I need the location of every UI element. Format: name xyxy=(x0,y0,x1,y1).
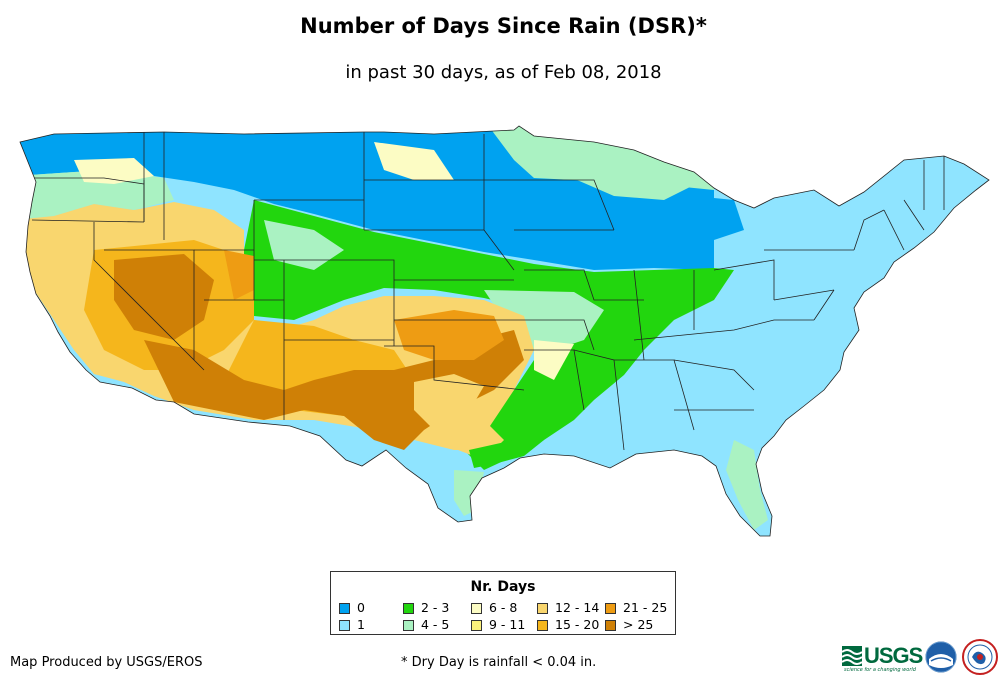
dry-day-note: * Dry Day is rainfall < 0.04 in. xyxy=(401,655,597,670)
legend-label: 9 - 11 xyxy=(489,617,526,632)
legend-swatch xyxy=(471,603,482,614)
nws-logo-icon xyxy=(962,639,998,675)
legend-swatch xyxy=(537,603,548,614)
state-boundaries xyxy=(19,125,990,537)
legend-swatch xyxy=(605,620,616,631)
legend-swatch xyxy=(471,620,482,631)
legend-label: 0 xyxy=(357,600,365,615)
us-dsr-map xyxy=(19,125,990,537)
legend-item-4-5: 4 - 5 xyxy=(403,618,449,632)
usgs-logo: USGS xyxy=(842,643,923,669)
legend-item-6-8: 6 - 8 xyxy=(471,601,517,615)
usgs-wordmark: USGS xyxy=(864,643,923,668)
map-title: Number of Days Since Rain (DSR)* xyxy=(300,14,707,38)
legend-swatch xyxy=(537,620,548,631)
legend-label: 1 xyxy=(357,617,365,632)
legend-item-15-20: 15 - 20 xyxy=(537,618,599,632)
legend-swatch xyxy=(403,620,414,631)
legend-label: 21 - 25 xyxy=(623,600,668,615)
legend-swatch xyxy=(605,603,616,614)
legend-label: 12 - 14 xyxy=(555,600,600,615)
legend-title: Nr. Days xyxy=(470,579,536,595)
legend-swatch xyxy=(403,603,414,614)
legend-item-9-11: 9 - 11 xyxy=(471,618,525,632)
legend-item-over-25: > 25 xyxy=(605,618,653,632)
legend-label: > 25 xyxy=(623,617,654,632)
legend-item-2-3: 2 - 3 xyxy=(403,601,449,615)
map-subtitle: in past 30 days, as of Feb 08, 2018 xyxy=(345,62,662,83)
legend-item-21-25: 21 - 25 xyxy=(605,601,667,615)
legend-swatch xyxy=(339,603,350,614)
credit-text: Map Produced by USGS/EROS xyxy=(10,655,203,670)
legend-label: 4 - 5 xyxy=(421,617,450,632)
legend-label: 6 - 8 xyxy=(489,600,518,615)
usgs-wave-icon xyxy=(842,646,862,666)
noaa-logo-icon xyxy=(925,641,957,673)
legend-item-1: 1 xyxy=(339,618,365,632)
usgs-tagline: science for a changing world xyxy=(844,667,916,673)
legend-item-12-14: 12 - 14 xyxy=(537,601,599,615)
dsr-color-fill xyxy=(20,126,989,536)
legend-label: 15 - 20 xyxy=(555,617,600,632)
legend-swatch xyxy=(339,620,350,631)
legend-label: 2 - 3 xyxy=(421,600,450,615)
legend-item-0: 0 xyxy=(339,601,365,615)
legend: Nr. Days 0 1 2 - 3 4 - 5 6 - 8 9 - 11 12… xyxy=(330,571,676,635)
